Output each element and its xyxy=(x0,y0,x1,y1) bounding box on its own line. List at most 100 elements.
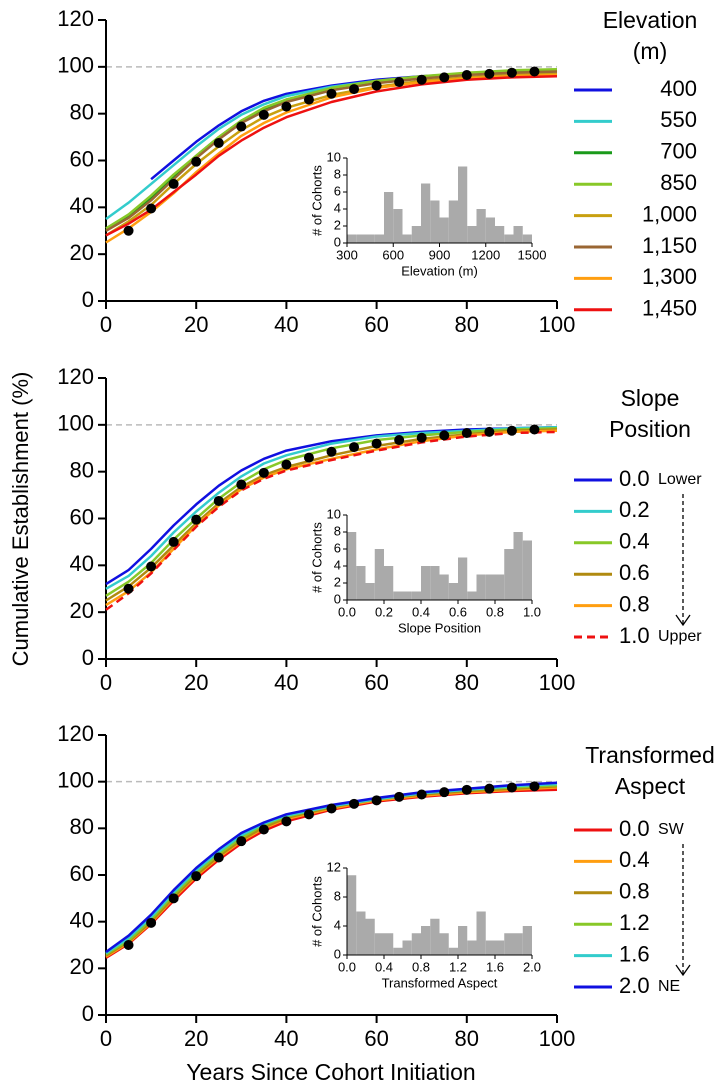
histogram-bar xyxy=(365,234,375,243)
histogram-bar xyxy=(356,234,366,243)
observed-point xyxy=(416,789,427,800)
y-tick-label: 0 xyxy=(334,591,341,606)
observed-point xyxy=(439,72,450,83)
legend-label: 1.0 xyxy=(619,623,650,648)
inset-axes xyxy=(346,515,532,601)
histogram-bar xyxy=(356,911,366,955)
legend-annotation: SW xyxy=(658,821,685,838)
legend-title: Position xyxy=(609,416,691,442)
histogram-bar xyxy=(374,549,384,600)
observed-point xyxy=(394,77,405,88)
y-tick-label: 20 xyxy=(70,598,94,623)
observed-point xyxy=(303,809,314,820)
observed-point xyxy=(371,795,382,806)
observed-point xyxy=(168,536,179,547)
x-tick-label: 0 xyxy=(100,312,112,337)
y-tick-label: 8 xyxy=(334,166,341,181)
legend-label: 0.8 xyxy=(619,591,650,616)
x-tick-label: 20 xyxy=(184,312,208,337)
y-tick-label: 8 xyxy=(334,523,341,538)
observed-point xyxy=(303,452,314,463)
observed-point xyxy=(168,893,179,904)
histogram-bar xyxy=(411,226,421,243)
histogram-bar xyxy=(485,940,495,955)
legend-label: 400 xyxy=(660,76,697,101)
histogram-bar xyxy=(504,549,514,600)
y-tick-label: 80 xyxy=(70,457,94,482)
y-tick-label: 4 xyxy=(334,917,341,932)
x-tick-label: 1.6 xyxy=(486,959,504,974)
histogram-bar xyxy=(467,226,477,243)
legend-label: 700 xyxy=(660,139,697,164)
histogram-bar xyxy=(393,591,403,600)
observed-point xyxy=(371,80,382,91)
y-tick-label: 100 xyxy=(57,53,94,78)
y-tick-label: 100 xyxy=(57,767,94,792)
histogram-bar xyxy=(495,226,505,243)
x-tick-label: 40 xyxy=(274,312,298,337)
observed-point xyxy=(506,782,517,793)
legend-label: 1,150 xyxy=(642,233,697,258)
x-tick-label: 100 xyxy=(539,312,576,337)
y-tick-label: 20 xyxy=(70,240,94,265)
observed-point xyxy=(326,446,337,457)
inset-y-label: # of Cohorts xyxy=(309,522,324,593)
histogram-bar xyxy=(476,574,486,600)
x-tick-label: 1.2 xyxy=(449,959,467,974)
histogram-bar xyxy=(393,209,403,243)
observed-point xyxy=(371,438,382,449)
histogram-bar xyxy=(365,583,375,600)
x-tick-label: 900 xyxy=(429,247,451,262)
legend-title: Slope xyxy=(621,385,680,411)
observed-point xyxy=(394,435,405,446)
y-tick-label: 60 xyxy=(70,861,94,886)
y-tick-label: 6 xyxy=(334,183,341,198)
legend-label: 550 xyxy=(660,107,697,132)
observed-point xyxy=(506,67,517,78)
legend-label: 1,000 xyxy=(642,201,697,226)
legend-annotation: Lower xyxy=(658,471,702,488)
observed-point xyxy=(303,94,314,105)
histogram-bar xyxy=(513,532,523,600)
axes xyxy=(105,20,557,302)
x-tick-label: 0.4 xyxy=(375,959,393,974)
observed-point xyxy=(529,781,540,792)
x-tick-label: 1200 xyxy=(471,247,500,262)
observed-point xyxy=(191,871,202,882)
histogram-bar xyxy=(411,933,421,955)
x-tick-label: 100 xyxy=(539,1026,576,1051)
axes xyxy=(105,378,557,660)
observed-point xyxy=(416,432,427,443)
observed-point xyxy=(146,917,157,928)
observed-point xyxy=(461,428,472,439)
y-tick-label: 10 xyxy=(327,149,341,164)
x-tick-label: 60 xyxy=(364,1026,388,1051)
histogram-bar xyxy=(513,226,523,243)
histogram-bar xyxy=(393,947,403,955)
histogram-bar xyxy=(430,918,440,955)
legend-label: 0.4 xyxy=(619,847,650,872)
y-tick-label: 6 xyxy=(334,540,341,555)
histogram-bar xyxy=(402,234,412,243)
histogram-bar xyxy=(495,574,505,600)
inset-x-label: Slope Position xyxy=(398,620,481,635)
observed-point xyxy=(439,787,450,798)
x-tick-label: 20 xyxy=(184,1026,208,1051)
observed-point xyxy=(326,803,337,814)
x-tick-label: 0 xyxy=(100,670,112,695)
histogram-bar xyxy=(485,217,495,243)
inset-x-label: Transformed Aspect xyxy=(382,975,498,990)
histogram-bar xyxy=(458,166,468,243)
legend-annotation: Upper xyxy=(658,628,702,645)
observed-point xyxy=(236,479,247,490)
y-tick-label: 40 xyxy=(70,907,94,932)
histogram-bar xyxy=(430,200,440,243)
observed-point xyxy=(461,784,472,795)
histogram-bar xyxy=(513,933,523,955)
series-line xyxy=(105,781,558,954)
histogram-bar xyxy=(458,557,468,600)
histogram-bar xyxy=(522,540,532,600)
observed-point xyxy=(258,824,269,835)
observed-point xyxy=(529,66,540,77)
